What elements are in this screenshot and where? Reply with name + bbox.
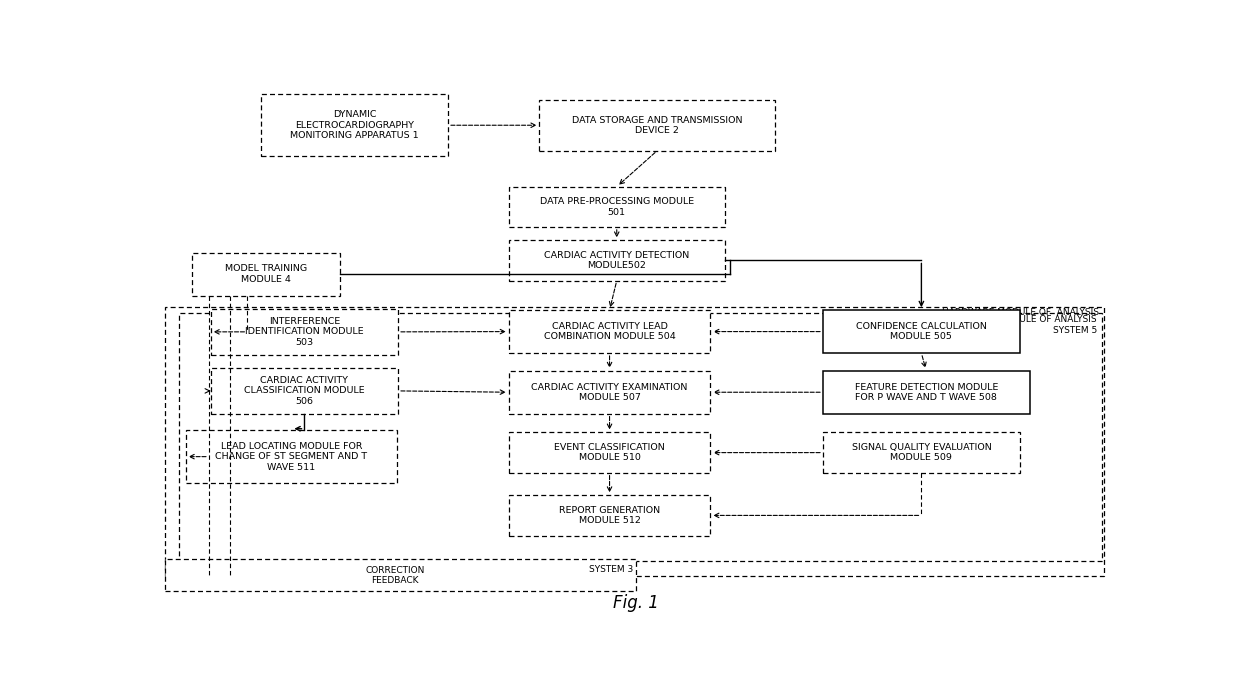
FancyBboxPatch shape (260, 94, 448, 156)
FancyBboxPatch shape (823, 310, 1019, 353)
FancyBboxPatch shape (508, 371, 711, 414)
Text: CARDIAC ACTIVITY LEAD
COMBINATION MODULE 504: CARDIAC ACTIVITY LEAD COMBINATION MODULE… (543, 322, 676, 342)
FancyBboxPatch shape (508, 432, 711, 473)
FancyBboxPatch shape (211, 309, 398, 355)
FancyBboxPatch shape (165, 307, 1105, 576)
FancyBboxPatch shape (508, 187, 725, 227)
Text: DYNAMIC
ELECTROCARDIOGRAPHY
MONITORING APPARATUS 1: DYNAMIC ELECTROCARDIOGRAPHY MONITORING A… (290, 110, 419, 140)
Text: LEAD LOCATING MODULE FOR
CHANGE OF ST SEGMENT AND T
WAVE 511: LEAD LOCATING MODULE FOR CHANGE OF ST SE… (216, 442, 367, 472)
Text: FEATURE DETECTION MODULE
FOR P WAVE AND T WAVE 508: FEATURE DETECTION MODULE FOR P WAVE AND … (854, 383, 998, 402)
Text: CARDIAC ACTIVITY DETECTION
MODULE502: CARDIAC ACTIVITY DETECTION MODULE502 (544, 251, 689, 270)
Text: SYSTEM 3: SYSTEM 3 (589, 565, 634, 574)
FancyBboxPatch shape (508, 496, 711, 535)
Text: CARDIAC ACTIVITY
CLASSIFICATION MODULE
506: CARDIAC ACTIVITY CLASSIFICATION MODULE 5… (244, 376, 365, 406)
FancyBboxPatch shape (823, 371, 1029, 414)
Text: CONFIDENCE CALCULATION
MODULE 505: CONFIDENCE CALCULATION MODULE 505 (856, 322, 987, 342)
Text: CORRECTION
FEEDBACK: CORRECTION FEEDBACK (366, 566, 425, 585)
FancyBboxPatch shape (186, 430, 397, 484)
Text: HARDWARE MODULE OF  ANALYSIS: HARDWARE MODULE OF ANALYSIS (941, 308, 1099, 317)
FancyBboxPatch shape (179, 314, 1101, 561)
Text: EVENT CLASSIFICATION
MODULE 510: EVENT CLASSIFICATION MODULE 510 (554, 443, 665, 462)
Text: EXECUTION MODULE OF ANALYSIS
SYSTEM 5: EXECUTION MODULE OF ANALYSIS SYSTEM 5 (944, 316, 1096, 335)
Text: DATA STORAGE AND TRANSMISSION
DEVICE 2: DATA STORAGE AND TRANSMISSION DEVICE 2 (572, 116, 743, 135)
FancyBboxPatch shape (211, 368, 398, 414)
FancyBboxPatch shape (165, 558, 635, 591)
Text: REPORT GENERATION
MODULE 512: REPORT GENERATION MODULE 512 (559, 506, 660, 525)
FancyBboxPatch shape (508, 240, 725, 281)
FancyBboxPatch shape (539, 100, 775, 151)
FancyBboxPatch shape (508, 310, 711, 353)
Text: MODEL TRAINING
MODULE 4: MODEL TRAINING MODULE 4 (224, 264, 308, 284)
Text: DATA PRE-PROCESSING MODULE
501: DATA PRE-PROCESSING MODULE 501 (539, 197, 694, 217)
Text: CARDIAC ACTIVITY EXAMINATION
MODULE 507: CARDIAC ACTIVITY EXAMINATION MODULE 507 (532, 383, 688, 402)
Text: Fig. 1: Fig. 1 (613, 595, 658, 612)
FancyBboxPatch shape (191, 253, 341, 296)
Text: INTERFERENCE
IDENTIFICATION MODULE
503: INTERFERENCE IDENTIFICATION MODULE 503 (246, 317, 363, 347)
Text: SIGNAL QUALITY EVALUATION
MODULE 509: SIGNAL QUALITY EVALUATION MODULE 509 (852, 443, 991, 462)
FancyBboxPatch shape (823, 432, 1019, 473)
